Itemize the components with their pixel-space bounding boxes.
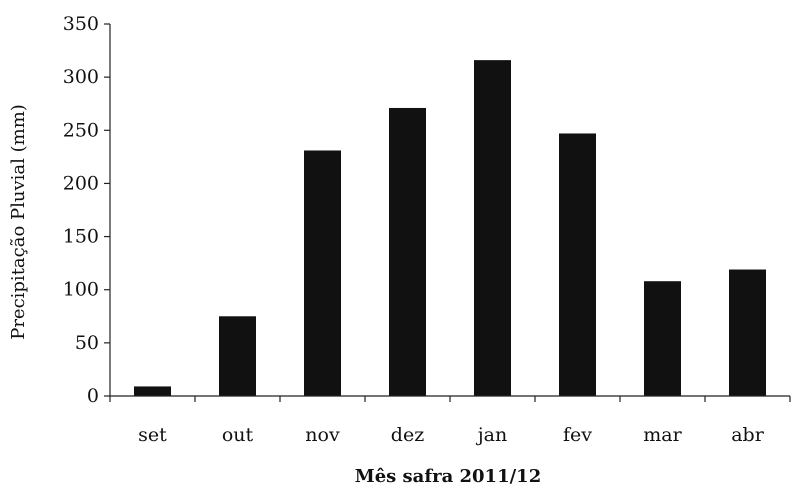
bar-out <box>219 316 256 396</box>
x-tick-label: jan <box>476 424 507 446</box>
y-tick-label: 100 <box>63 279 99 301</box>
y-ticks-group: 0 50 100 150 200 250 300 350 <box>63 13 110 407</box>
bar-jan <box>474 60 511 396</box>
axes-group <box>109 24 790 397</box>
bar-mar <box>644 281 681 396</box>
x-ticks-group: set out nov dez jan fev mar abr <box>109 396 791 446</box>
x-tick-label: abr <box>731 424 764 446</box>
x-tick-label: nov <box>305 424 340 446</box>
x-tick-label: mar <box>643 424 682 446</box>
bars-group <box>134 60 766 397</box>
bar-nov <box>304 150 341 396</box>
x-tick-label: dez <box>391 424 424 446</box>
x-axis-title: Mês safra 2011/12 <box>355 466 541 487</box>
x-tick-label: fev <box>563 424 592 446</box>
y-axis-title: Precipitação Pluvial (mm) <box>8 104 29 340</box>
x-tick-label: out <box>222 424 254 446</box>
y-tick-label: 0 <box>87 385 99 407</box>
y-tick-label: 350 <box>63 13 99 35</box>
bar-set <box>134 386 171 396</box>
bar-dez <box>389 107 426 397</box>
y-tick-label: 150 <box>63 226 99 248</box>
bar-fev <box>559 133 596 396</box>
x-tick-label: set <box>138 424 167 446</box>
y-tick-label: 50 <box>75 332 99 354</box>
y-tick-label: 250 <box>63 119 99 141</box>
bar-abr <box>729 269 766 396</box>
y-tick-label: 300 <box>63 66 99 88</box>
y-tick-label: 200 <box>63 172 99 194</box>
